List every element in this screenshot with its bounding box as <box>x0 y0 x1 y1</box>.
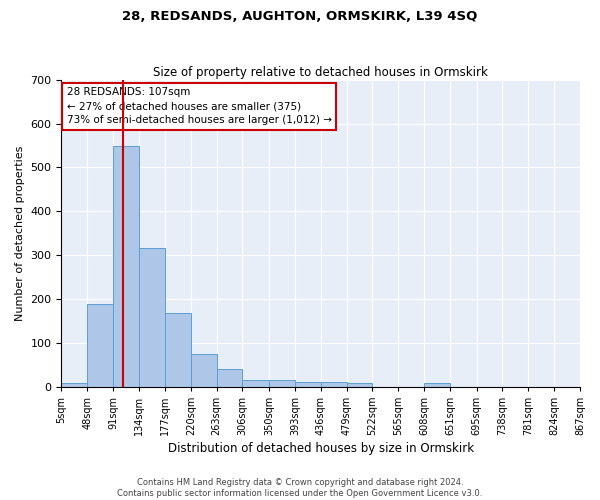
Bar <box>321 382 347 386</box>
X-axis label: Distribution of detached houses by size in Ormskirk: Distribution of detached houses by size … <box>167 442 474 455</box>
Bar <box>424 383 450 386</box>
Bar <box>191 354 217 386</box>
Text: Contains HM Land Registry data © Crown copyright and database right 2024.
Contai: Contains HM Land Registry data © Crown c… <box>118 478 482 498</box>
Text: 28 REDSANDS: 107sqm
← 27% of detached houses are smaller (375)
73% of semi-detac: 28 REDSANDS: 107sqm ← 27% of detached ho… <box>67 88 332 126</box>
Bar <box>347 383 373 386</box>
Title: Size of property relative to detached houses in Ormskirk: Size of property relative to detached ho… <box>153 66 488 78</box>
Y-axis label: Number of detached properties: Number of detached properties <box>15 146 25 321</box>
Text: 28, REDSANDS, AUGHTON, ORMSKIRK, L39 4SQ: 28, REDSANDS, AUGHTON, ORMSKIRK, L39 4SQ <box>122 10 478 23</box>
Bar <box>242 380 269 386</box>
Bar <box>87 304 113 386</box>
Bar <box>217 369 242 386</box>
Bar <box>113 146 139 386</box>
Bar <box>139 248 165 386</box>
Bar <box>295 382 321 386</box>
Bar <box>269 380 295 386</box>
Bar <box>61 383 87 386</box>
Bar <box>165 313 191 386</box>
